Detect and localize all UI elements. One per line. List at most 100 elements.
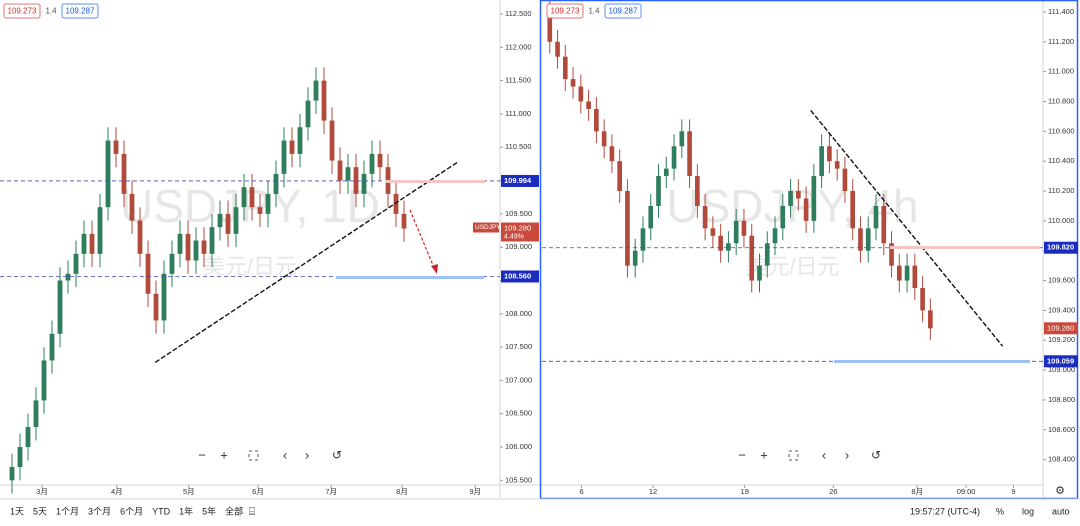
candle-body — [265, 193, 271, 214]
price-change: 4.49% — [504, 233, 524, 240]
candle-body — [209, 227, 215, 254]
range-button[interactable]: 1天 — [10, 506, 24, 516]
legend-box — [604, 3, 642, 19]
candle-body — [594, 108, 599, 132]
y-tick-label: 110.400 — [1048, 156, 1075, 165]
range-button[interactable]: 5年 — [202, 505, 216, 516]
x-tick-label: 9 — [1011, 487, 1015, 496]
range-button[interactable]: 3个月 — [88, 506, 111, 516]
level-label: 109.994 — [504, 176, 532, 185]
level-label: 109.820 — [1047, 243, 1074, 252]
candle-body — [881, 205, 887, 244]
settings-icon[interactable]: ⚙ — [1055, 485, 1065, 497]
zoom-out[interactable]: − — [738, 447, 746, 462]
candle-body — [718, 235, 723, 251]
candle-body — [33, 400, 39, 428]
candle-body — [377, 153, 383, 168]
scroll-right[interactable]: › — [305, 447, 309, 462]
y-tick-label: 110.600 — [1048, 126, 1075, 135]
y-tick-label: 108.600 — [1048, 425, 1075, 434]
candle-body — [73, 253, 79, 274]
candle-body — [640, 228, 646, 251]
arrow — [409, 209, 436, 271]
candle-body — [788, 191, 793, 206]
candle-body — [289, 140, 295, 154]
y-tick-label: 111.200 — [1048, 37, 1074, 46]
candle-body — [241, 187, 247, 208]
date-range-icon[interactable]: ⌸ — [249, 506, 256, 518]
highlight — [834, 360, 1030, 363]
candle-body — [834, 161, 840, 169]
candle-body — [153, 293, 159, 321]
candle-body — [65, 273, 71, 281]
candle-body — [137, 220, 143, 254]
candle-body — [617, 161, 623, 192]
x-tick-label: 4月 — [111, 487, 123, 496]
candle-body — [772, 228, 778, 244]
zoom-in[interactable]: + — [220, 447, 228, 462]
reset[interactable]: ↺ — [871, 448, 881, 462]
candle-body — [904, 265, 910, 281]
candle-body — [297, 127, 303, 154]
scale-option[interactable]: auto — [1052, 506, 1070, 516]
level-label: 108.560 — [504, 271, 531, 280]
legend-value: 109.273 — [551, 7, 580, 16]
candle-body — [193, 240, 199, 261]
x-tick-label: 26 — [829, 487, 837, 496]
price-tag — [501, 222, 539, 242]
candle-body — [393, 193, 399, 214]
scroll-left[interactable]: ‹ — [283, 447, 287, 462]
zoom-out[interactable]: − — [198, 447, 206, 462]
scale-option[interactable]: % — [996, 506, 1004, 516]
y-tick-label: 109.000 — [505, 242, 532, 251]
range-button[interactable]: 全部 — [225, 505, 243, 516]
candle-body — [803, 198, 809, 221]
legend-value: 1.4 — [588, 7, 600, 16]
candle-body — [896, 265, 902, 281]
range-button[interactable]: 1个月 — [56, 506, 79, 516]
candle-body — [912, 265, 918, 289]
scale-option[interactable]: log — [1022, 506, 1034, 516]
candle-body — [161, 273, 167, 321]
range-button[interactable]: 1年 — [179, 505, 193, 516]
reset-view[interactable] — [788, 450, 799, 461]
candle-body — [57, 280, 63, 334]
reset-view[interactable] — [248, 450, 259, 461]
level-label: 109.059 — [1047, 356, 1074, 365]
candle-body — [632, 250, 638, 266]
candle-body — [105, 140, 111, 208]
candle-body — [281, 140, 287, 174]
reset[interactable]: ↺ — [332, 448, 342, 462]
candle-body — [671, 146, 677, 169]
candle-body — [313, 80, 319, 101]
price-tag — [1044, 322, 1078, 335]
candle-body — [570, 79, 576, 87]
candle-body — [656, 176, 661, 206]
scroll-left[interactable]: ‹ — [822, 447, 826, 462]
candle-body — [780, 205, 786, 229]
x-tick-label: 7月 — [325, 487, 337, 496]
level-tag — [1044, 355, 1078, 368]
y-tick-label: 110.000 — [1048, 216, 1075, 225]
y-tick-label: 109.000 — [1048, 365, 1075, 374]
candle-body — [710, 228, 716, 236]
candle-body — [177, 233, 183, 254]
range-button[interactable]: YTD — [152, 506, 171, 516]
trendline — [810, 109, 1004, 347]
candle-body — [648, 205, 654, 229]
y-tick-label: 108.800 — [1048, 395, 1075, 404]
candle-body — [89, 233, 95, 254]
candle-body — [9, 467, 15, 481]
scroll-right[interactable]: › — [845, 447, 849, 462]
range-button[interactable]: 6个月 — [120, 506, 143, 516]
y-tick-label: 110.200 — [1048, 186, 1075, 195]
legend-value: 1.4 — [45, 7, 57, 16]
toolbar: 1天 5天 1个月 3个月 6个月 YTD 1年 5年 全部 19:57:27 (UTC-4)% l… — [10, 505, 1070, 516]
candle-body — [733, 220, 739, 244]
y-tick-label: 107.500 — [505, 342, 532, 351]
level-tag — [1044, 241, 1078, 254]
range-button[interactable]: 5天 — [33, 506, 47, 516]
y-tick-label: 111.000 — [505, 109, 531, 118]
zoom-in[interactable]: + — [760, 447, 768, 462]
candle-body — [928, 310, 933, 329]
